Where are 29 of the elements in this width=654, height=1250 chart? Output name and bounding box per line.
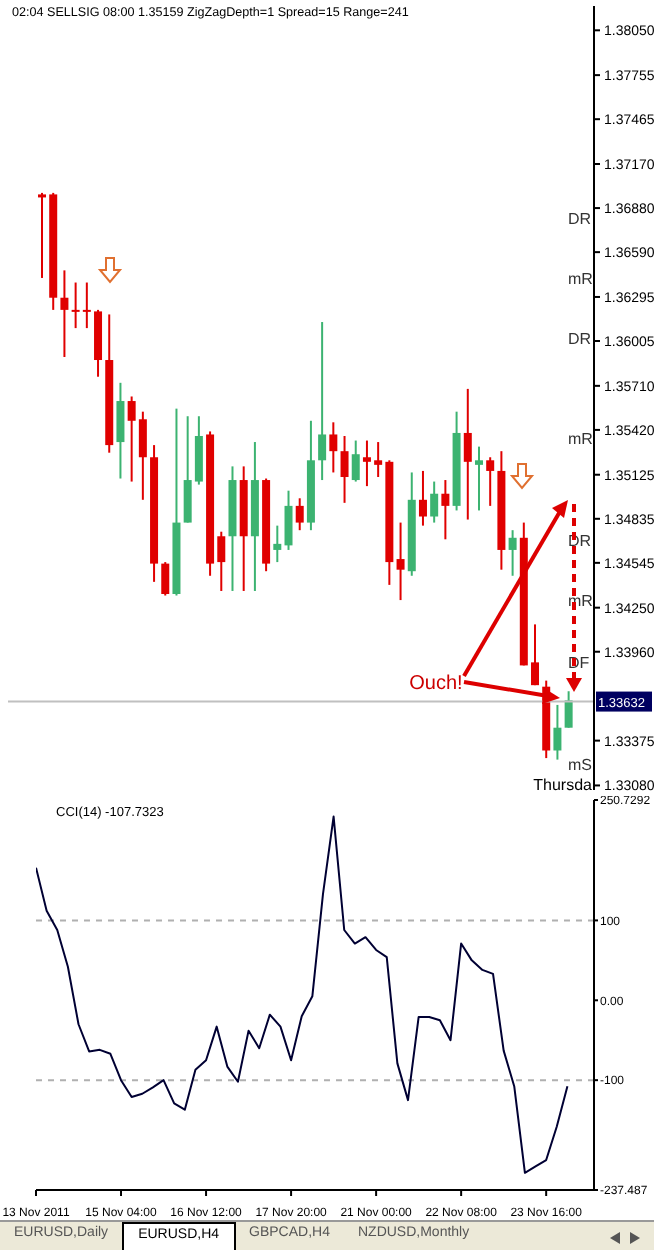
candlestick bbox=[508, 529, 517, 577]
candlestick bbox=[418, 469, 427, 527]
annotation: DF bbox=[568, 653, 590, 672]
annotation: mR bbox=[568, 269, 594, 288]
annotation: DR bbox=[568, 209, 592, 228]
candlestick bbox=[553, 703, 562, 761]
candlestick bbox=[284, 489, 293, 551]
candlestick bbox=[474, 445, 483, 512]
candlestick bbox=[564, 690, 573, 729]
candlestick bbox=[396, 521, 405, 602]
annotation: DR bbox=[568, 329, 592, 348]
candlestick bbox=[161, 561, 170, 597]
annotation: Ouch! bbox=[409, 673, 463, 695]
candlestick bbox=[463, 387, 472, 521]
candlestick bbox=[116, 381, 125, 480]
annotation: mR bbox=[568, 429, 594, 448]
candlestick bbox=[60, 269, 69, 358]
candlestick bbox=[295, 497, 304, 532]
candlestick bbox=[340, 434, 349, 504]
candlestick bbox=[351, 439, 360, 483]
candlestick bbox=[430, 480, 439, 524]
candlestick bbox=[273, 524, 282, 564]
annotation: Thursda bbox=[533, 775, 594, 794]
annotation: mS bbox=[568, 755, 592, 774]
candlestick bbox=[441, 479, 450, 541]
candlestick bbox=[486, 456, 495, 507]
line-series bbox=[36, 815, 569, 1174]
candlestick bbox=[329, 421, 338, 474]
candlestick bbox=[318, 321, 327, 482]
